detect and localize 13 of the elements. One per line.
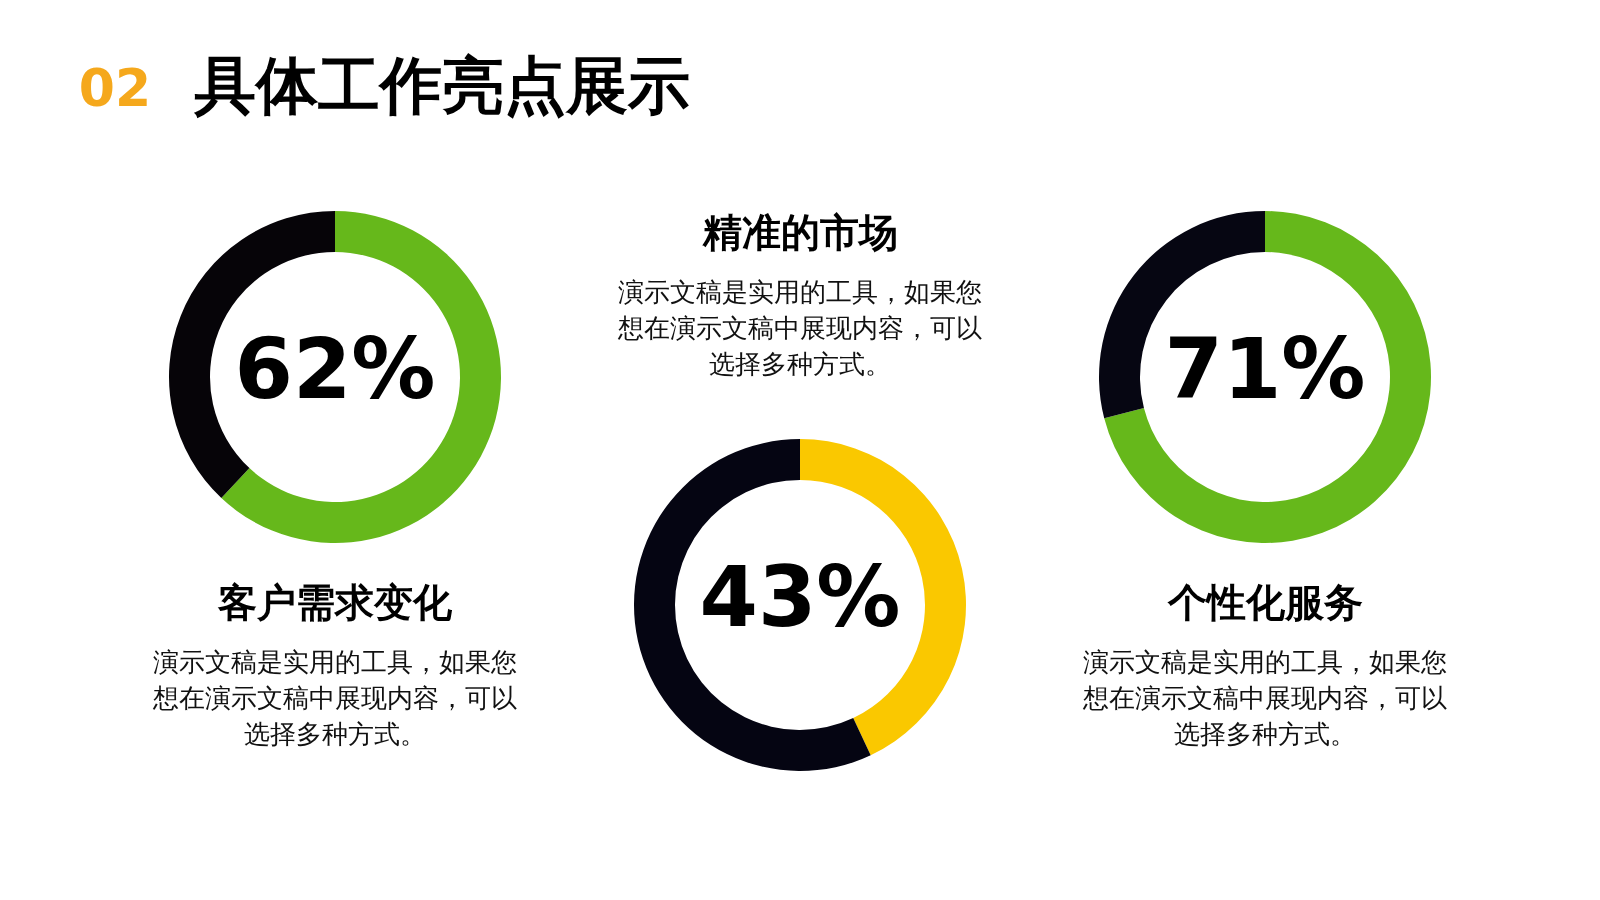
text: 演示文稿是实用的工具，如果您想在演示文稿中展现内容，可以选择多种方式。 [1082, 647, 1447, 749]
donut-slice [1104, 211, 1431, 543]
chart-title: 精准的市场 [701, 210, 898, 255]
donut-slice [221, 211, 501, 543]
text: 02 [78, 58, 152, 118]
text: 客户需求变化 [217, 580, 453, 625]
text: 具体工作亮点展示 [193, 49, 690, 122]
text: 43% [699, 548, 901, 646]
text: 演示文稿是实用的工具，如果您想在演示文稿中展现内容，可以选择多种方式。 [617, 277, 982, 379]
text: 62% [234, 320, 436, 418]
text: 71% [1164, 320, 1366, 418]
text: 个性化服务 [1166, 580, 1363, 625]
text: 演示文稿是实用的工具，如果您想在演示文稿中展现内容，可以选择多种方式。 [152, 647, 517, 749]
